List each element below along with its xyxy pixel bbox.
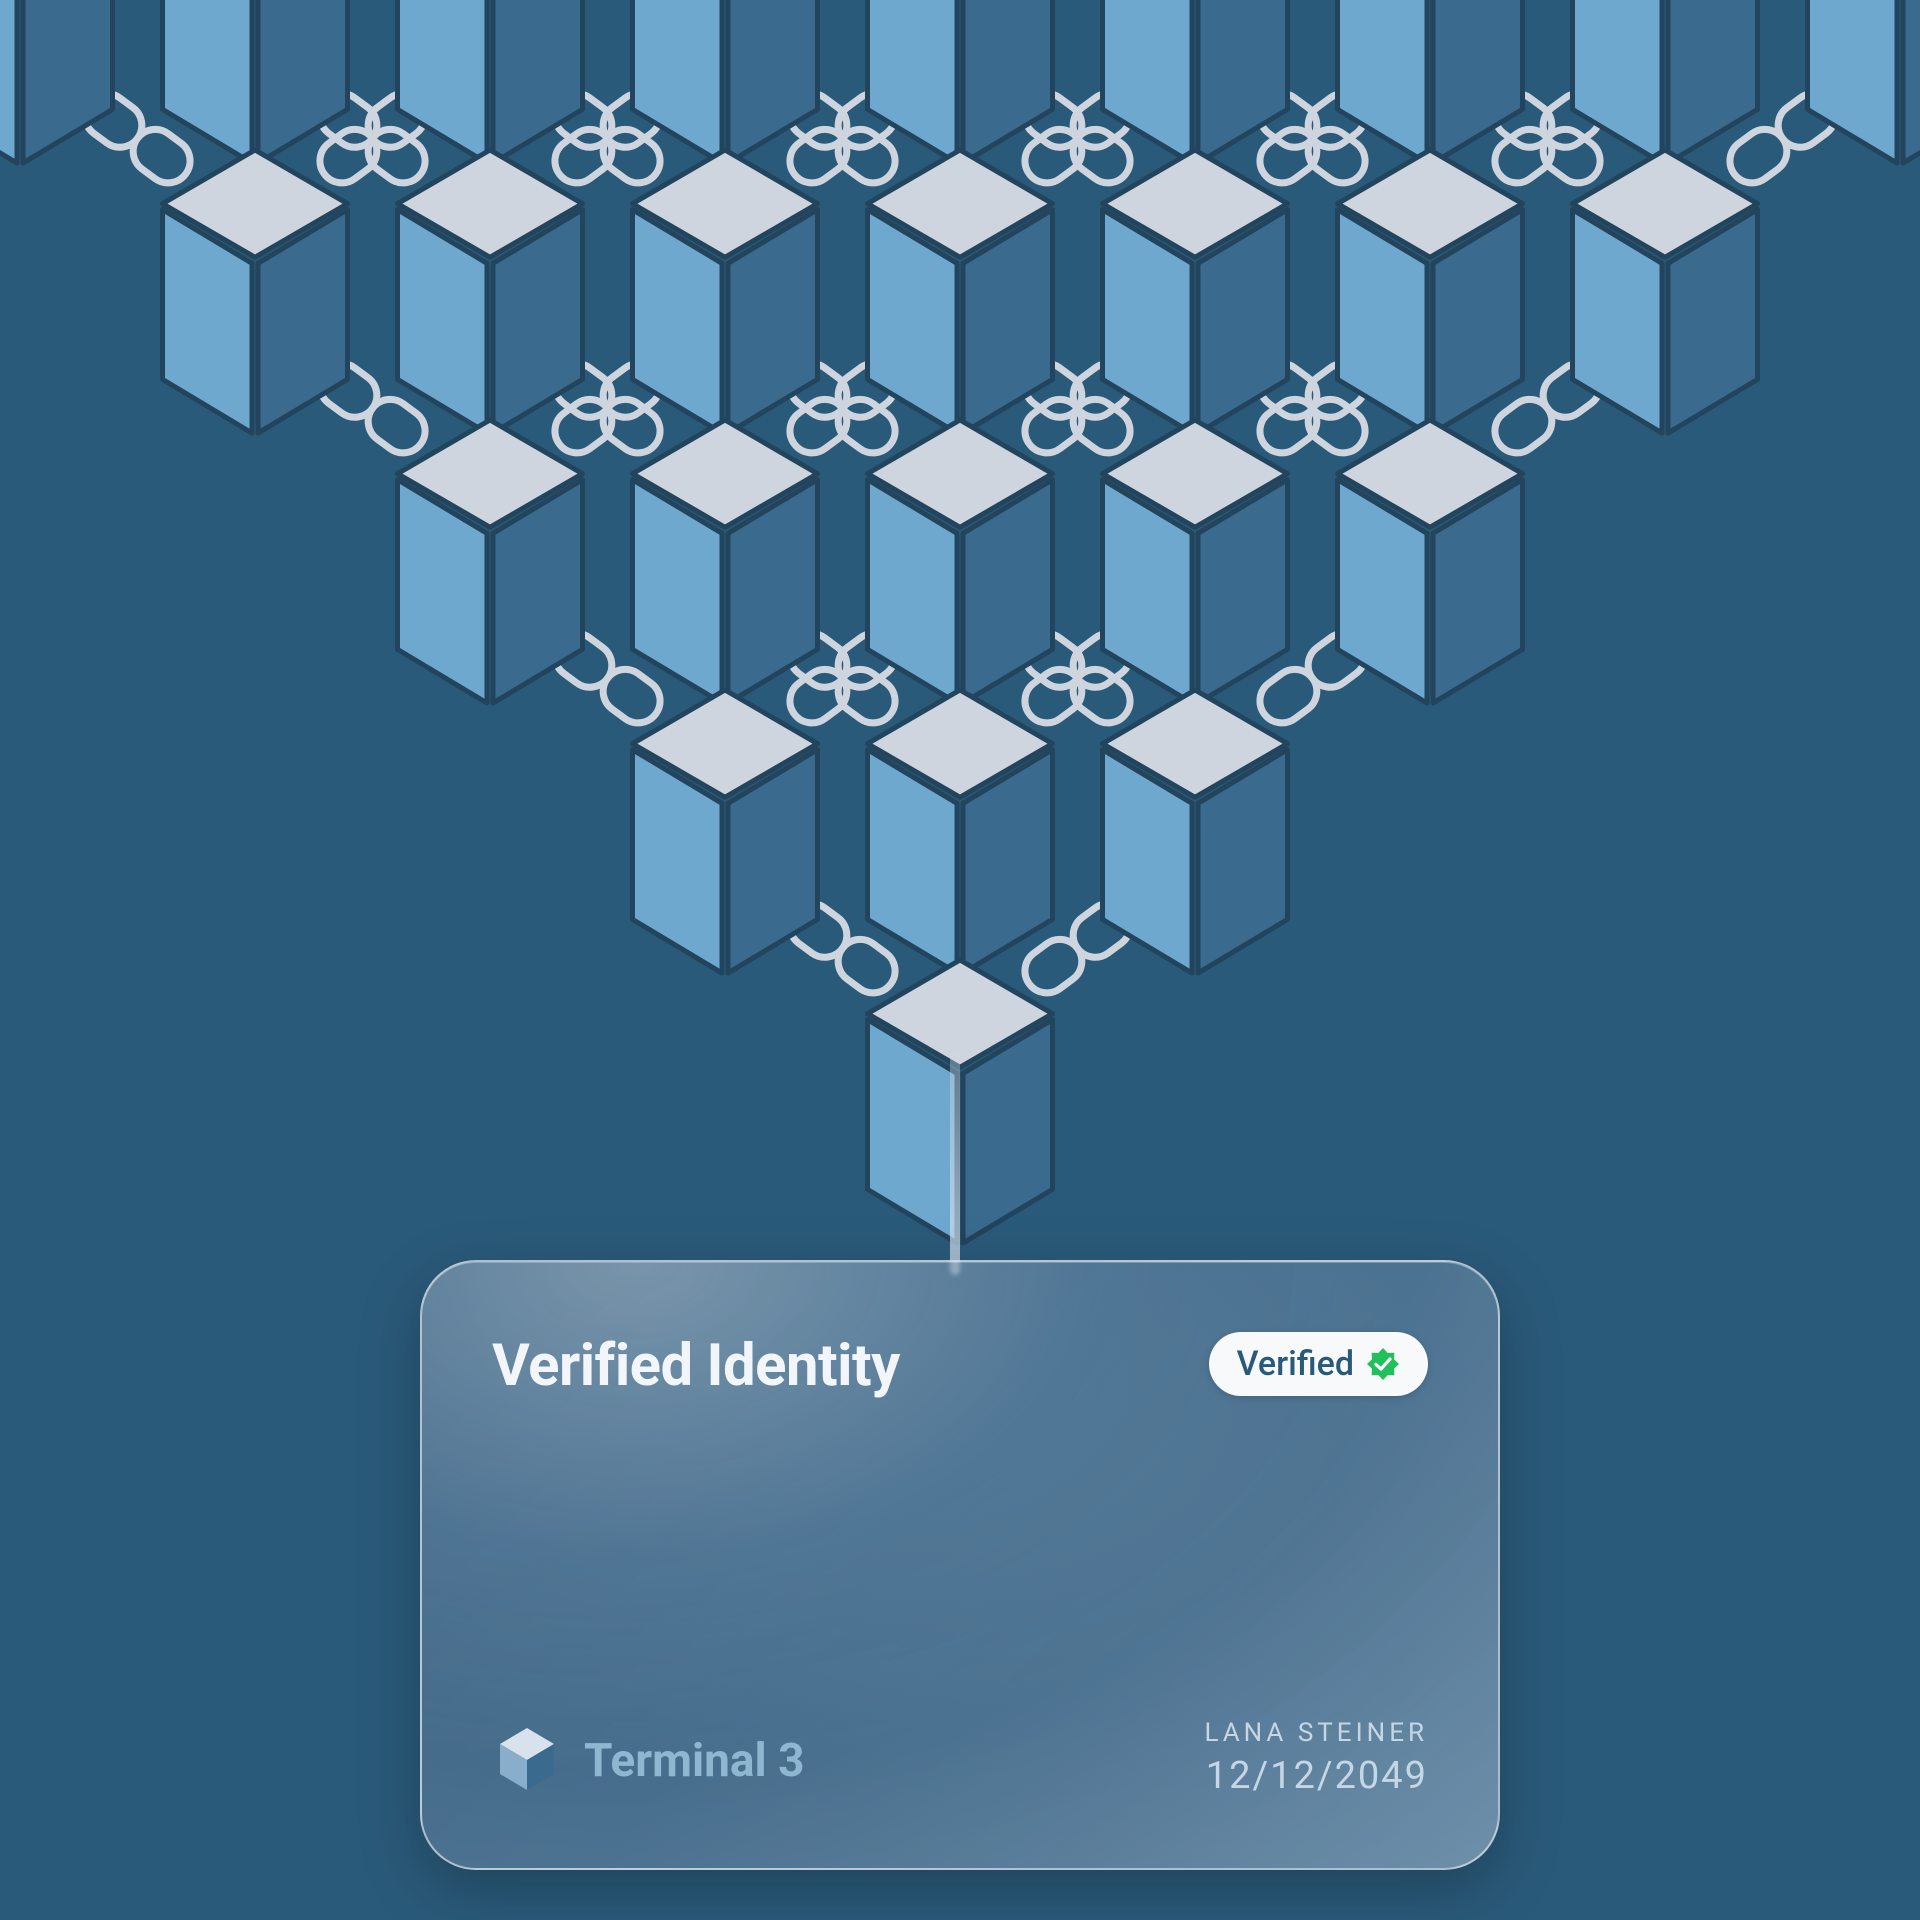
cardholder: LANA STEINER 12/12/2049	[1204, 1718, 1428, 1798]
verified-check-icon	[1366, 1347, 1400, 1381]
verified-badge-label: Verified	[1237, 1344, 1354, 1384]
card-footer: Terminal 3 LANA STEINER 12/12/2049	[492, 1718, 1428, 1798]
cardholder-date: 12/12/2049	[1204, 1754, 1428, 1798]
infographic-canvas: Verified Identity Verified Terminal 3	[0, 0, 1920, 1920]
connector-line	[950, 1050, 960, 1275]
brand-logo-icon	[492, 1724, 562, 1798]
card-title: Verified Identity	[492, 1332, 900, 1400]
cardholder-name: LANA STEINER	[1204, 1718, 1428, 1748]
verified-badge: Verified	[1209, 1332, 1428, 1396]
identity-card: Verified Identity Verified Terminal 3	[420, 1260, 1500, 1870]
card-header: Verified Identity Verified	[492, 1332, 1428, 1400]
brand-name: Terminal 3	[584, 1734, 805, 1788]
brand: Terminal 3	[492, 1724, 805, 1798]
